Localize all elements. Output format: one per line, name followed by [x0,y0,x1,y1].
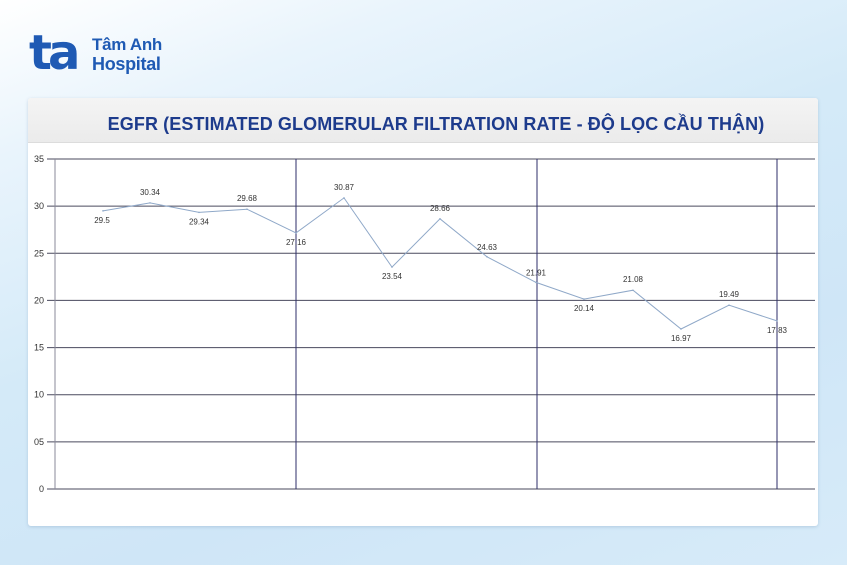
logo-name-line1: Tâm Anh [92,35,162,54]
logo-mark: ta [29,25,80,81]
hospital-logo: ta Tâm Anh Hospital [29,25,189,81]
chart-title-bar: EGFR (ESTIMATED GLOMERULAR FILTRATION RA… [28,98,818,143]
chart-panel: EGFR (ESTIMATED GLOMERULAR FILTRATION RA… [28,98,818,526]
chart-title: EGFR (ESTIMATED GLOMERULAR FILTRATION RA… [107,114,765,134]
logo-name-line2: Hospital [92,54,161,74]
